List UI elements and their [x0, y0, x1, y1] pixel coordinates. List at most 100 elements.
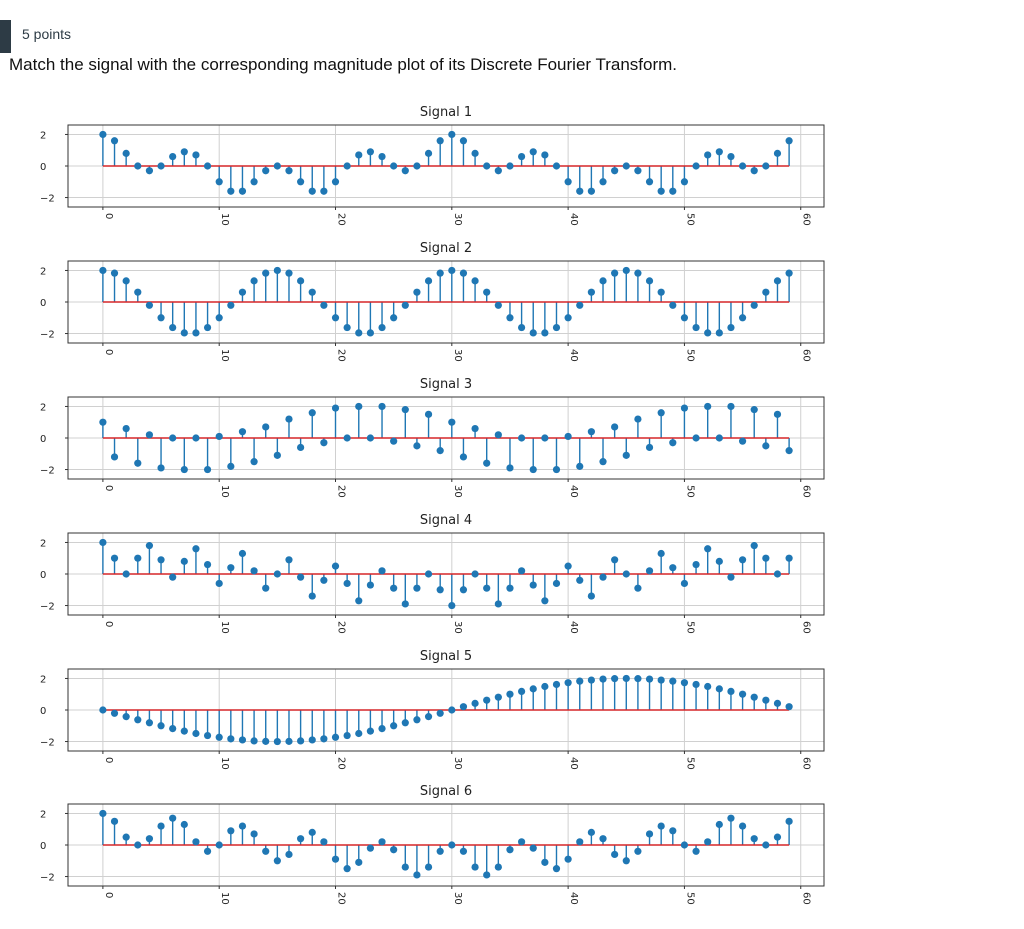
stem-marker	[541, 151, 549, 159]
stem-marker	[134, 554, 142, 562]
stem-marker	[564, 432, 572, 441]
stem-marker	[297, 737, 305, 745]
stem-marker	[692, 434, 700, 442]
y-tick-label: 0	[40, 162, 46, 173]
stem-marker	[680, 679, 689, 687]
stem-marker	[157, 556, 165, 564]
stem-marker	[238, 736, 247, 744]
stem-marker	[250, 737, 258, 745]
stem-marker	[541, 329, 549, 337]
stem-marker	[704, 151, 712, 159]
stem-marker	[587, 187, 595, 195]
stem-marker	[576, 576, 584, 584]
stem-marker	[413, 162, 421, 170]
stem-marker	[762, 841, 770, 849]
x-tick-label: 20	[336, 892, 347, 905]
stem-marker	[203, 323, 212, 332]
x-tick-label: 0	[103, 892, 114, 898]
stem-marker	[715, 434, 723, 442]
x-tick-label: 50	[684, 621, 695, 634]
stem-marker	[238, 549, 247, 558]
stem-marker	[378, 567, 386, 575]
stem-marker	[576, 838, 584, 846]
stem-marker	[134, 288, 142, 296]
stem-marker	[110, 709, 119, 717]
stem-marker	[401, 406, 409, 414]
stem-marker	[704, 402, 712, 411]
stem-marker	[552, 162, 561, 170]
x-tick-label: 60	[801, 757, 812, 770]
stem-marker	[529, 148, 537, 156]
stem-marker	[215, 579, 223, 588]
x-tick-label: 50	[684, 213, 695, 226]
stem-marker	[157, 464, 165, 472]
stem-marker	[122, 713, 130, 721]
stem-marker	[262, 167, 270, 175]
stem-marker	[238, 428, 247, 436]
stem-marker	[401, 863, 409, 871]
stem-marker	[576, 301, 584, 309]
stem-marker	[145, 431, 154, 439]
stem-marker	[785, 447, 793, 455]
stem-marker	[145, 835, 154, 843]
stem-marker	[494, 301, 502, 309]
x-tick-label: 10	[219, 892, 230, 905]
stem-marker	[704, 545, 712, 553]
x-tick-label: 10	[219, 485, 230, 498]
stem-marker	[192, 545, 200, 553]
stem-marker	[145, 167, 154, 175]
stem-marker	[355, 729, 363, 738]
stem-marker	[157, 314, 165, 322]
stem-marker	[657, 676, 665, 684]
y-tick-label: 0	[40, 706, 46, 717]
stem-marker	[250, 277, 258, 285]
stem-marker	[343, 434, 351, 442]
stem-marker	[215, 314, 223, 322]
stem-marker	[727, 152, 735, 161]
stem-marker	[424, 713, 433, 721]
y-tick-label: 0	[40, 298, 46, 309]
stem-marker	[343, 579, 351, 588]
stem-marker	[541, 682, 549, 691]
stem-marker	[680, 314, 689, 322]
x-tick-label: 60	[801, 349, 812, 362]
stem-marker	[738, 556, 747, 564]
stem-marker	[529, 465, 537, 474]
stem-marker	[634, 269, 642, 277]
x-tick-label: 20	[336, 757, 347, 770]
stem-marker	[599, 178, 607, 186]
stem-marker	[413, 584, 421, 592]
stem-marker	[587, 288, 595, 296]
stem-marker	[273, 570, 281, 578]
stem-marker	[750, 693, 758, 701]
stem-marker	[727, 814, 735, 822]
x-tick-label: 30	[452, 621, 463, 634]
stem-marker	[785, 269, 793, 277]
stem-marker	[308, 592, 316, 600]
stem-marker	[738, 314, 747, 322]
y-tick-label: 0	[40, 570, 46, 581]
stem-marker	[355, 402, 363, 411]
x-tick-label: 0	[103, 757, 114, 763]
stem-marker	[634, 167, 642, 175]
stem-marker	[413, 871, 421, 879]
stem-marker	[203, 560, 212, 569]
stem-marker	[657, 409, 665, 417]
stem-marker	[773, 149, 782, 157]
stem-marker	[506, 690, 514, 698]
stem-marker	[704, 838, 712, 846]
stem-marker	[378, 152, 386, 161]
x-tick-label: 50	[684, 485, 695, 498]
stem-marker	[297, 277, 305, 285]
stem-marker	[285, 737, 293, 745]
x-tick-label: 50	[684, 892, 695, 905]
stem-marker	[529, 685, 537, 693]
stem-marker	[110, 554, 119, 562]
stem-marker	[180, 727, 188, 735]
stem-marker	[599, 458, 607, 466]
stem-marker	[436, 447, 444, 455]
stem-marker	[692, 560, 700, 569]
stem-marker	[250, 830, 258, 838]
stem-marker	[669, 677, 677, 685]
